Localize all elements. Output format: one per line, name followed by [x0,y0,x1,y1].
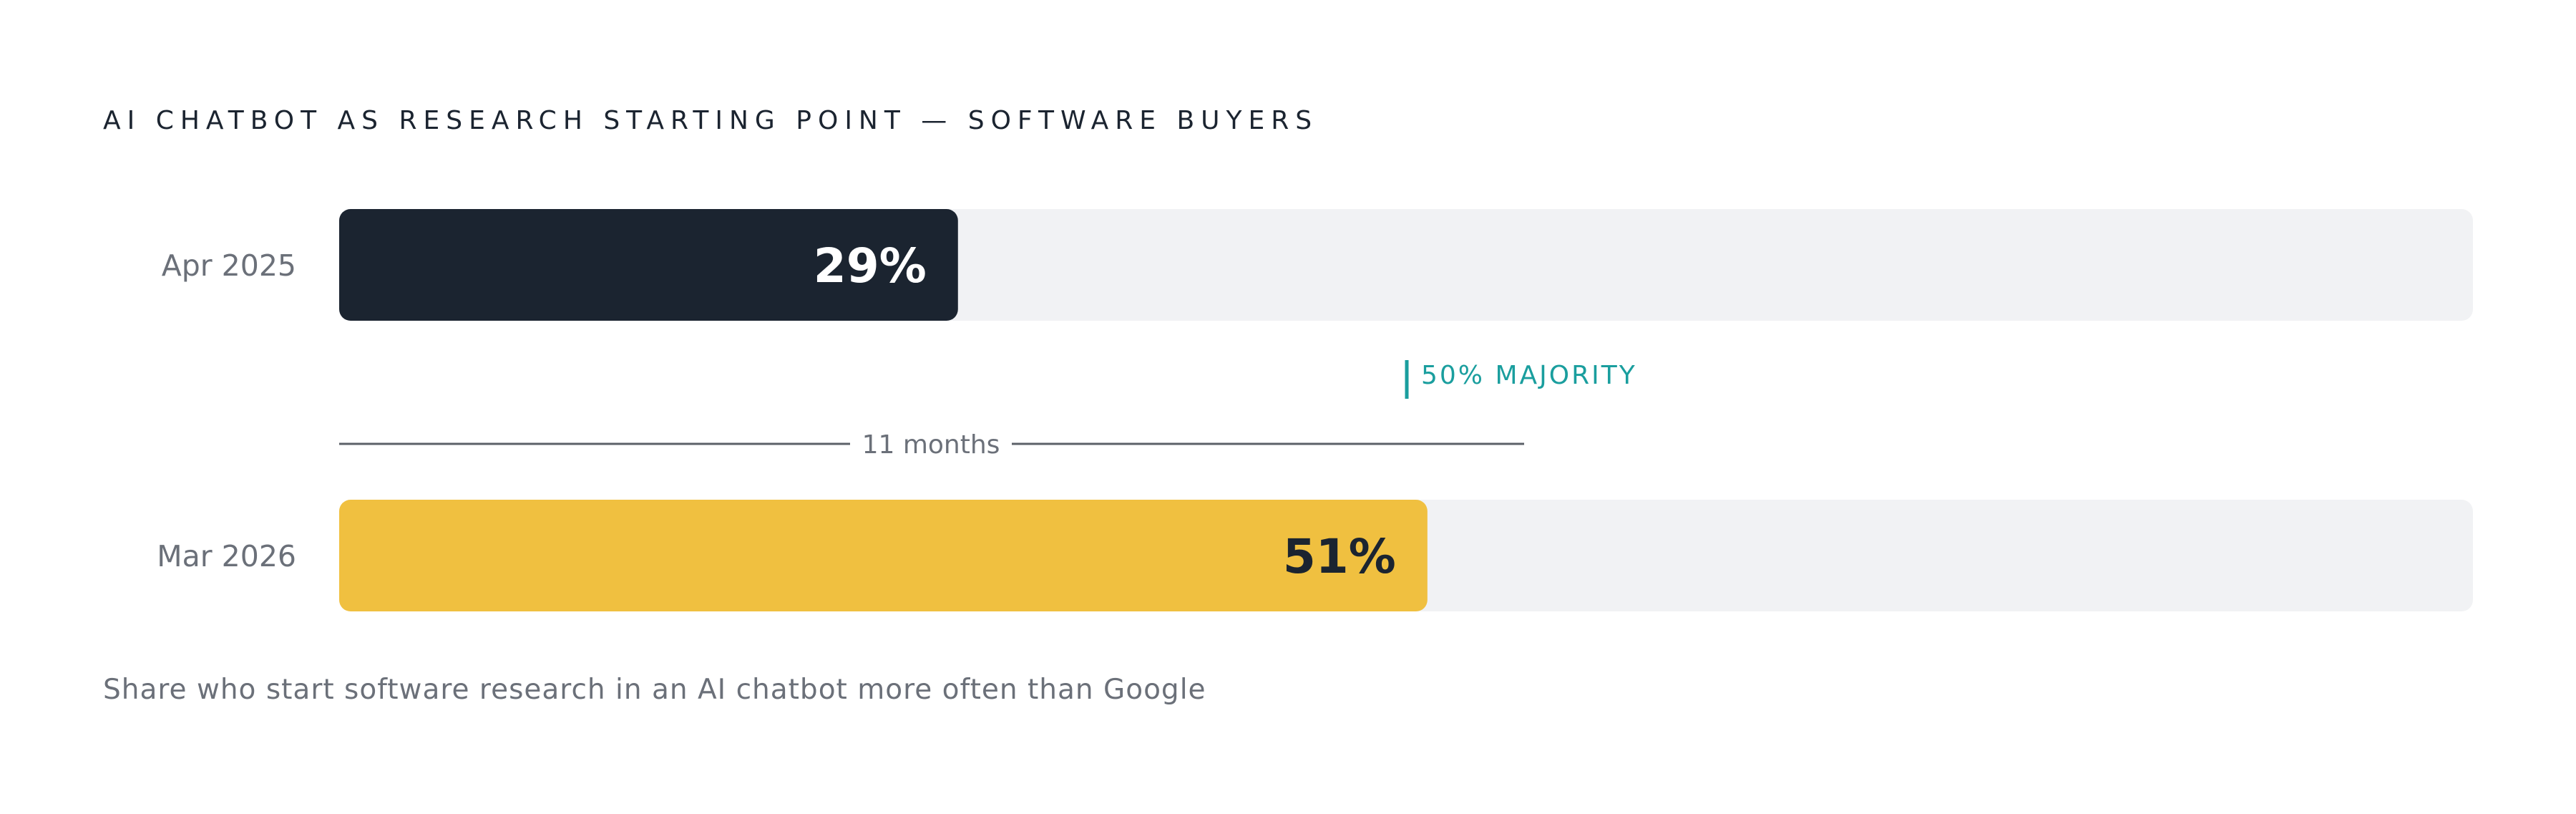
chart-footnote: Share who start software research in an … [103,674,1206,706]
category-label: Apr 2025 [162,248,296,283]
reference-marker: 50% MAJORITY [1405,360,1637,399]
span-label: 11 months [862,430,1000,460]
value-label: 51% [1283,529,1396,584]
bar-row: Apr 2025 29% [162,209,2473,321]
value-label: 29% [814,238,927,294]
bar [339,500,1428,611]
reference-marker-label: 50% MAJORITY [1421,361,1637,390]
bar [339,209,958,321]
span-annotation: 11 months [339,430,1524,460]
category-label: Mar 2026 [157,539,296,573]
chart-title: AI CHATBOT AS RESEARCH STARTING POINT — … [103,106,1318,135]
bars-layer: Apr 2025 29% Mar 2026 51% [157,209,2473,611]
bar-row: Mar 2026 51% [157,500,2473,611]
